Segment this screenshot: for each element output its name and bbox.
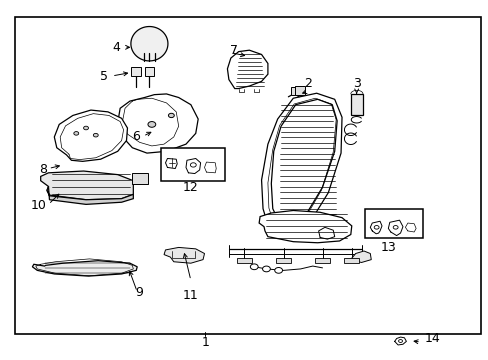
- Bar: [276, 258, 290, 263]
- Text: 8: 8: [39, 163, 47, 176]
- Polygon shape: [41, 171, 133, 200]
- Polygon shape: [118, 94, 198, 153]
- Text: 11: 11: [183, 289, 198, 302]
- Polygon shape: [351, 251, 370, 262]
- Polygon shape: [227, 50, 267, 89]
- Text: 5: 5: [100, 69, 108, 82]
- Circle shape: [274, 267, 282, 273]
- Text: 14: 14: [424, 332, 440, 345]
- Text: 1: 1: [201, 336, 209, 349]
- Bar: [365, 210, 422, 238]
- Circle shape: [168, 113, 174, 118]
- Bar: [291, 87, 300, 95]
- Polygon shape: [259, 211, 351, 243]
- Circle shape: [93, 134, 98, 137]
- Bar: [131, 67, 141, 76]
- Bar: [295, 86, 305, 95]
- Polygon shape: [131, 27, 167, 61]
- Bar: [144, 67, 154, 76]
- Circle shape: [398, 339, 402, 342]
- Circle shape: [373, 226, 378, 229]
- Bar: [15, 17, 480, 334]
- Polygon shape: [32, 261, 137, 276]
- Text: 9: 9: [135, 287, 142, 300]
- Circle shape: [262, 266, 270, 272]
- Bar: [315, 258, 329, 263]
- Text: 6: 6: [132, 130, 140, 144]
- Bar: [160, 148, 224, 181]
- Circle shape: [190, 163, 196, 167]
- Text: 13: 13: [380, 241, 395, 254]
- Circle shape: [74, 132, 79, 135]
- Circle shape: [83, 126, 88, 130]
- Text: 12: 12: [183, 181, 198, 194]
- Circle shape: [392, 226, 397, 229]
- Bar: [237, 258, 251, 263]
- Polygon shape: [271, 99, 336, 227]
- Text: 7: 7: [229, 44, 237, 57]
- Text: 2: 2: [304, 77, 311, 90]
- Text: 4: 4: [112, 41, 120, 54]
- Text: 10: 10: [31, 199, 47, 212]
- Bar: [344, 258, 358, 263]
- Circle shape: [148, 122, 156, 127]
- Polygon shape: [47, 186, 133, 204]
- Polygon shape: [54, 110, 127, 161]
- Text: 3: 3: [352, 77, 360, 90]
- Bar: [350, 94, 362, 116]
- Polygon shape: [163, 247, 204, 263]
- Bar: [132, 173, 148, 184]
- Circle shape: [250, 264, 258, 270]
